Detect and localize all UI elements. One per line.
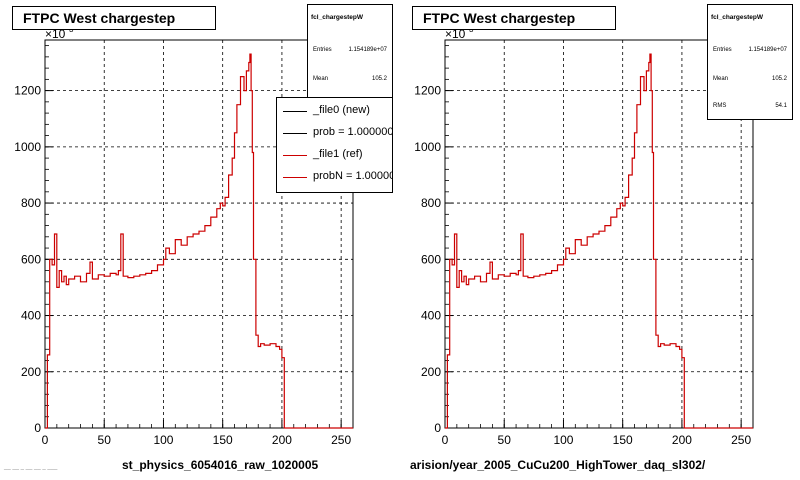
y-tick-label: 800 [421,196,441,210]
y-tick-label: 1000 [414,140,441,154]
x-tick-label: 200 [672,433,692,447]
legend-line-black [283,133,307,134]
y-axis-multiplier: ×10 [445,27,466,41]
histogram-series-ref [445,53,753,429]
stats-entries-label: Entries [313,47,332,53]
legend-item-prob: prob = 1.000000 [277,124,393,144]
y-tick-label: 200 [21,365,41,379]
y-tick-label: 400 [21,309,41,323]
y-tick-label: 400 [421,309,441,323]
x-tick-label: 250 [331,433,351,447]
y-tick-label: 600 [21,252,41,266]
chart-2-stats-mean: Mean 105.2 [713,76,787,82]
y-axis-multiplier: ×10 [45,27,66,41]
stats-mean-value: 105.2 [371,76,387,82]
stats-mean-value: 105.2 [771,76,787,82]
y-tick-label: 1000 [14,140,41,154]
stats-mean-label: Mean [713,76,729,82]
legend-label: _file1 (ref) [313,148,363,160]
legend-label: prob = 1.000000 [313,126,393,138]
x-tick-label: 250 [731,433,751,447]
y-tick-label: 1200 [14,84,41,98]
chart-2-x-axis-label: arision/year_2005_CuCu200_HighTower_daq_… [410,458,706,472]
chart-1-x-axis-label: st_physics_6054016_raw_1020005 [122,458,319,472]
x-tick-label: 50 [98,433,112,447]
legend-label: _file0 (new) [313,104,370,116]
stats-rms-label: RMS [713,103,727,109]
histogram-series-ref [45,53,353,429]
y-tick-label: 0 [34,421,41,435]
chart-1-title: FTPC West chargestep [12,6,216,30]
y-tick-label: 200 [421,365,441,379]
stats-mean-label: Mean [313,76,329,82]
chart-2-stats-rms: RMS 54.1 [713,103,787,109]
chart-2-title: FTPC West chargestep [412,6,616,30]
x-tick-label: 150 [613,433,633,447]
chart-2-stats-entries: Entries 1.154189e+07 [713,47,787,53]
y-tick-label: 0 [434,421,441,435]
legend-label: probN = 1.000000 [313,170,393,182]
x-tick-label: 100 [153,433,173,447]
stats-entries-label: Entries [713,47,732,53]
legend-item-probn: probN = 1.000000 [277,168,393,188]
legend-item-file0: _file0 (new) [277,102,392,122]
y-tick-label: 800 [21,196,41,210]
legend-item-file1: _file1 (ref) [277,146,392,166]
y-tick-label: 1200 [414,84,441,98]
chart-1-legend: _file0 (new) prob = 1.000000 _file1 (ref… [276,97,393,193]
y-tick-label: 600 [421,252,441,266]
x-tick-label: 0 [42,433,49,447]
x-tick-label: 200 [272,433,292,447]
chart-1-stats-entries: Entries 1.154189e+07 [313,47,387,53]
chart-1-stats-name: fcl_chargestepW [311,14,364,21]
footnote: __ __ _ __ __ _ ___ [4,464,58,470]
x-tick-label: 100 [553,433,573,447]
x-tick-label: 0 [442,433,449,447]
x-tick-label: 150 [213,433,233,447]
x-tick-label: 50 [498,433,512,447]
legend-line-black [283,111,307,112]
stats-entries-value: 1.154189e+07 [348,47,387,53]
chart-2-stats-name: fcl_chargestepW [711,14,764,21]
stats-rms-value: 54.1 [775,103,787,109]
stats-entries-value: 1.154189e+07 [748,47,787,53]
chart-1-stats-mean: Mean 105.2 [313,76,387,82]
legend-line-red [283,155,307,156]
chart-2-stats-box: fcl_chargestepW Entries 1.154189e+07 Mea… [707,4,793,120]
legend-line-red [283,177,307,178]
